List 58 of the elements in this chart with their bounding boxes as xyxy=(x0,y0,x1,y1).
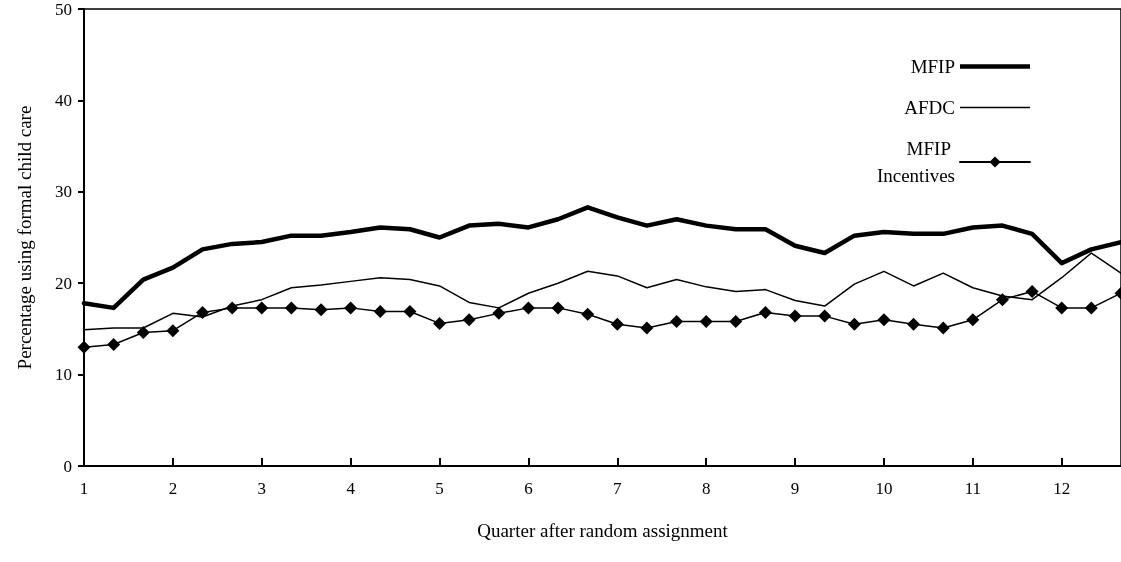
y-axis-title: Percentage using formal child care xyxy=(14,105,35,370)
point xyxy=(1025,284,1039,298)
x-tick-label: 6 xyxy=(524,479,533,498)
point xyxy=(77,340,91,354)
point xyxy=(551,301,565,315)
point xyxy=(107,337,121,351)
legend-label: MFIP xyxy=(910,56,955,77)
point xyxy=(373,305,387,319)
x-tick-label: 2 xyxy=(168,479,178,498)
point xyxy=(1084,301,1098,315)
point xyxy=(788,309,802,323)
point xyxy=(166,324,180,338)
point xyxy=(995,293,1009,307)
point xyxy=(936,321,950,335)
x-tick-label: 7 xyxy=(613,479,623,498)
x-tick-label: 8 xyxy=(701,479,711,498)
x-tick-label: 12 xyxy=(1053,479,1071,498)
point xyxy=(729,315,743,329)
point xyxy=(966,313,980,327)
legend-label: MFIP Incentives xyxy=(876,138,955,186)
point xyxy=(699,315,713,329)
point xyxy=(284,301,298,315)
point xyxy=(640,321,654,335)
point xyxy=(907,317,921,331)
y-tick-label: 40 xyxy=(55,90,72,110)
point xyxy=(462,313,476,327)
point xyxy=(255,301,269,315)
point xyxy=(195,305,209,319)
point xyxy=(521,301,535,315)
x-tick-label: 5 xyxy=(435,479,444,498)
y-tick-label: 10 xyxy=(55,365,72,385)
point xyxy=(314,303,328,317)
point xyxy=(847,317,861,331)
x-tick-label: 4 xyxy=(346,479,356,498)
point xyxy=(492,306,506,320)
x-tick-label: 1 xyxy=(79,479,89,498)
x-tick-label: 3 xyxy=(257,479,267,498)
legend-label: AFDC xyxy=(904,97,955,118)
point xyxy=(136,326,150,340)
point xyxy=(758,305,772,319)
point xyxy=(818,309,832,323)
x-axis-title: Quarter after random assignment xyxy=(477,520,729,541)
point xyxy=(670,315,684,329)
point xyxy=(225,301,239,315)
x-tick-label: 10 xyxy=(875,479,893,498)
point xyxy=(610,317,624,331)
y-tick-label: 0 xyxy=(63,456,72,476)
y-tick-label: 50 xyxy=(55,0,72,19)
point xyxy=(877,313,891,327)
point xyxy=(344,301,358,315)
x-tick-label: 11 xyxy=(964,479,982,498)
point xyxy=(433,316,447,330)
y-tick-label: 20 xyxy=(55,273,72,293)
point xyxy=(1055,301,1069,315)
point xyxy=(581,307,595,321)
point xyxy=(403,305,417,319)
y-tick-label: 30 xyxy=(55,182,72,202)
x-tick-label: 9 xyxy=(790,479,800,498)
